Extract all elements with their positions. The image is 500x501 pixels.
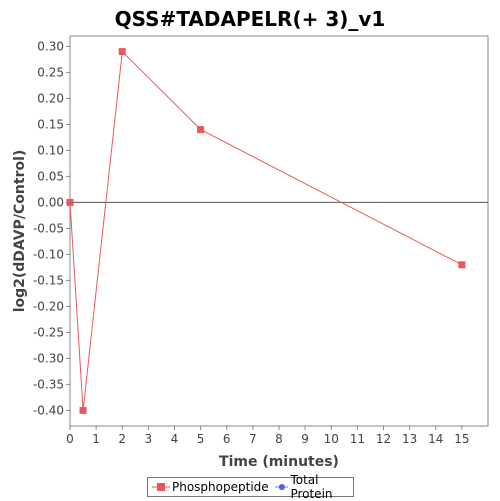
x-tick-label: 14	[428, 432, 443, 446]
y-tick-label: -0.35	[33, 377, 64, 391]
x-tick-label: 0	[66, 432, 74, 446]
y-tick-label: -0.10	[33, 247, 64, 261]
data-point	[197, 126, 205, 134]
x-tick-label: 2	[118, 432, 126, 446]
chart-title: QSS#TADAPELR(+ 3)_v1	[115, 7, 386, 31]
legend-label-total-protein: Total Protein	[290, 473, 333, 501]
y-tick-label: 0.00	[37, 195, 64, 209]
legend-item-phosphopeptide: Phosphopeptide	[152, 480, 269, 494]
y-axis-label: log2(dDAVP/Control)	[12, 150, 28, 313]
legend-label-phosphopeptide: Phosphopeptide	[172, 480, 269, 494]
x-tick-label: 8	[275, 432, 283, 446]
data-point	[66, 198, 74, 206]
y-tick-label: 0.05	[37, 169, 64, 183]
y-tick-label: 0.20	[37, 91, 64, 105]
y-tick-label: -0.20	[33, 299, 64, 313]
y-tick-label: -0.25	[33, 325, 64, 339]
series-layer	[66, 48, 466, 414]
x-tick-label: 5	[197, 432, 205, 446]
x-tick-label: 7	[249, 432, 257, 446]
legend-swatch-phosphopeptide	[152, 483, 170, 491]
y-tick-label: -0.40	[33, 403, 64, 417]
plot-area	[69, 35, 489, 427]
x-tick-label: 9	[301, 432, 309, 446]
data-point	[118, 48, 126, 56]
legend-swatch-total-protein	[274, 483, 289, 491]
x-tick-label: 11	[350, 432, 365, 446]
legend: Phosphopeptide Total Protein	[147, 473, 354, 501]
x-tick-label: 4	[171, 432, 179, 446]
x-axis: 0 1 2 3 4 5 6 7 8 9 10 11 12 13 14 15	[66, 426, 470, 446]
x-tick-label: 13	[402, 432, 417, 446]
x-axis-label: Time (minutes)	[219, 454, 339, 470]
y-tick-label: -0.05	[33, 221, 64, 235]
x-tick-label: 1	[92, 432, 100, 446]
y-tick-label: -0.30	[33, 351, 64, 365]
y-tick-label: 0.15	[37, 117, 64, 131]
x-tick-label: 6	[223, 432, 231, 446]
y-axis: 0.30 0.25 0.20 0.15 0.10 0.05 0.00 -0.05 -0.10 -0…	[33, 39, 70, 417]
y-tick-label: 0.10	[37, 143, 64, 157]
data-point	[458, 261, 466, 269]
y-tick-label: 0.30	[37, 39, 64, 53]
y-tick-label: 0.25	[37, 65, 64, 79]
data-point	[79, 406, 87, 414]
x-tick-label: 10	[324, 432, 339, 446]
x-tick-label: 3	[145, 432, 153, 446]
legend-item-total-protein: Total Protein	[274, 473, 347, 501]
y-tick-label: -0.15	[33, 273, 64, 287]
x-tick-label: 15	[454, 432, 469, 446]
x-tick-label: 12	[376, 432, 391, 446]
